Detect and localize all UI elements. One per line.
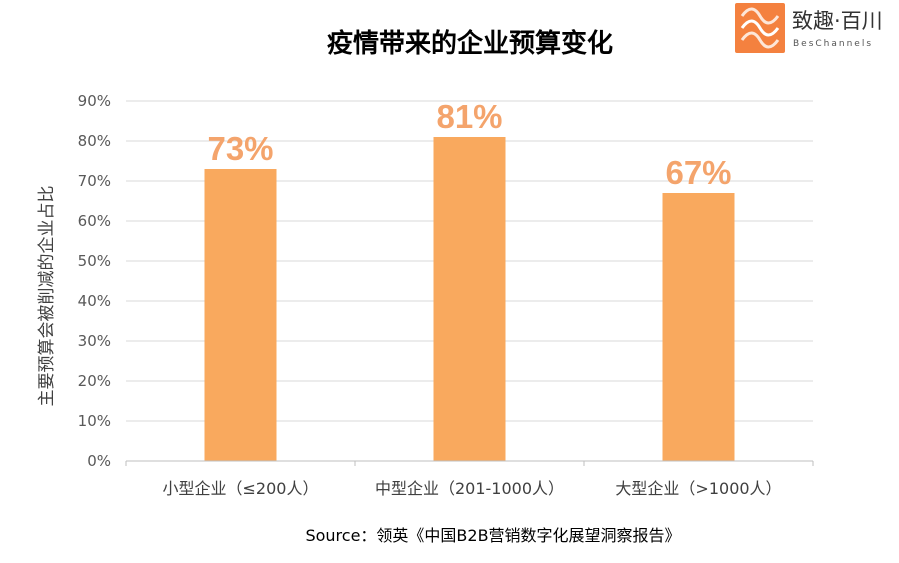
bar <box>433 137 506 461</box>
bar <box>662 193 735 461</box>
y-tick-label: 70% <box>78 172 111 190</box>
x-category-label: 小型企业（≤200人） <box>163 479 319 498</box>
data-label: 73% <box>207 130 273 167</box>
brand-name: 致趣·百川 <box>792 9 883 33</box>
bars <box>204 137 735 461</box>
y-tick-label: 50% <box>78 252 111 270</box>
x-category-label: 大型企业（>1000人） <box>615 479 781 498</box>
y-axis-label: 主要预算会被削减的企业占比 <box>37 186 57 407</box>
x-axis-categories: 小型企业（≤200人） 中型企业（201-1000人） 大型企业（>1000人） <box>163 479 782 498</box>
x-category-label: 中型企业（201-1000人） <box>375 479 564 498</box>
source-note: Source：领英《中国B2B营销数字化展望洞察报告》 <box>305 526 680 545</box>
data-labels: 73% 81% 67% <box>207 98 731 191</box>
y-tick-label: 30% <box>78 332 111 350</box>
bar <box>204 169 277 461</box>
y-axis-ticks: 0% 10% 20% 30% 40% 50% 60% 70% 80% 90% <box>78 92 111 470</box>
x-axis <box>125 460 814 466</box>
y-tick-label: 0% <box>87 452 111 470</box>
y-tick-label: 80% <box>78 132 111 150</box>
y-tick-label: 10% <box>78 412 111 430</box>
data-label: 81% <box>436 98 502 135</box>
brand-logo: 致趣·百川 BesChannels <box>735 3 883 53</box>
data-label: 67% <box>665 154 731 191</box>
y-tick-label: 90% <box>78 92 111 110</box>
y-tick-label: 40% <box>78 292 111 310</box>
y-tick-label: 60% <box>78 212 111 230</box>
chart-title: 疫情带来的企业预算变化 <box>327 28 613 59</box>
y-tick-label: 20% <box>78 372 111 390</box>
brand-tagline: BesChannels <box>793 39 873 49</box>
